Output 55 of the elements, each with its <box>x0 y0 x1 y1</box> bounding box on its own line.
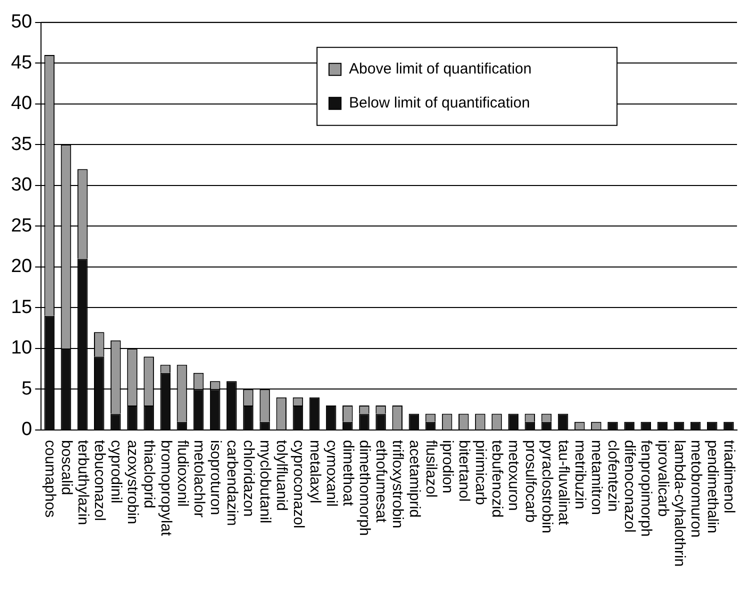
x-tick-label: carbendazim <box>224 440 241 526</box>
x-tick-label: difenoconazol <box>621 440 638 533</box>
y-tick-label: 15 <box>10 296 32 318</box>
y-tick-label: 20 <box>10 256 32 278</box>
x-tick-label: acetamiprid <box>406 440 423 518</box>
y-tick-label: 0 <box>22 419 32 440</box>
x-tick-label: bitertanol <box>455 440 472 502</box>
y-tick-label: 25 <box>10 215 32 236</box>
x-tick-label: trifloxystrobin <box>389 440 406 528</box>
x-tick-label: prosulfocarb <box>522 440 539 523</box>
x-tick-label: tebufenozid <box>488 440 506 518</box>
x-tick-label: pyraclostrobin <box>538 440 556 534</box>
x-tick-label: bromopropylat <box>157 440 174 537</box>
x-tick-label: dimethomorph <box>356 440 374 536</box>
x-tick-label: chloridazon <box>240 440 258 517</box>
x-tick-label: terbuthylazin <box>74 440 92 526</box>
x-tick-label: boscalid <box>58 440 75 496</box>
x-tick-label: coumaphos <box>41 440 58 518</box>
y-tick-label: 50 <box>10 12 32 33</box>
y-tick-label: 30 <box>10 174 32 196</box>
x-tick-label: ethofumesat <box>372 440 390 524</box>
y-tick-label: 10 <box>10 338 32 359</box>
x-tick-label: metobromuron <box>687 440 704 538</box>
y-tick-label: 35 <box>10 134 32 155</box>
x-tick-label: dimethoat <box>340 440 357 507</box>
x-tick-label: pendimethalin <box>704 440 722 534</box>
x-tick-label: metamitron <box>588 440 606 516</box>
x-tick-label: cymoxanil <box>322 440 340 507</box>
x-tick-label: metalaxyl <box>306 440 324 504</box>
x-tick-label: triadimenol <box>720 440 738 514</box>
x-tick-label: fludioxonil <box>174 440 191 507</box>
x-tick-label: flusilazol <box>422 440 440 498</box>
x-tick-label: tebuconazol <box>90 440 108 521</box>
y-tick-label: 45 <box>10 52 32 74</box>
x-tick-label: metoxuron <box>505 440 522 511</box>
x-tick-label: thiacloprid <box>140 440 158 508</box>
x-tick-label: fenpropimorph <box>638 440 655 537</box>
x-tick-label: clofentezin <box>604 440 622 512</box>
x-tick-label: isoproturon <box>206 440 224 516</box>
legend-label: Above limit of quantification <box>349 60 532 78</box>
legend-label: Below limit of quantification <box>349 94 530 112</box>
x-tick-label: metolachlor <box>190 440 208 518</box>
x-tick-label: cyproconazol <box>290 440 307 528</box>
x-tick-label: lambda-cyhalothrin <box>670 440 688 567</box>
y-tick-label: 5 <box>22 378 32 400</box>
y-tick-label: 40 <box>10 93 32 114</box>
x-tick-label: metribuzin <box>571 440 588 510</box>
x-tick-label: tau-fluvalinat <box>554 440 572 526</box>
x-tick-label: iprovalicarb <box>654 440 672 517</box>
x-tick-label: pirimicarb <box>472 440 490 506</box>
x-tick-label: iprodion <box>438 440 456 494</box>
x-tick-label: myclobutanil <box>256 440 274 524</box>
x-tick-label: tolylfluanid <box>273 440 290 511</box>
x-tick-label: azoxystrobin <box>124 440 142 524</box>
x-tick-label: cyprodinil <box>108 440 125 504</box>
